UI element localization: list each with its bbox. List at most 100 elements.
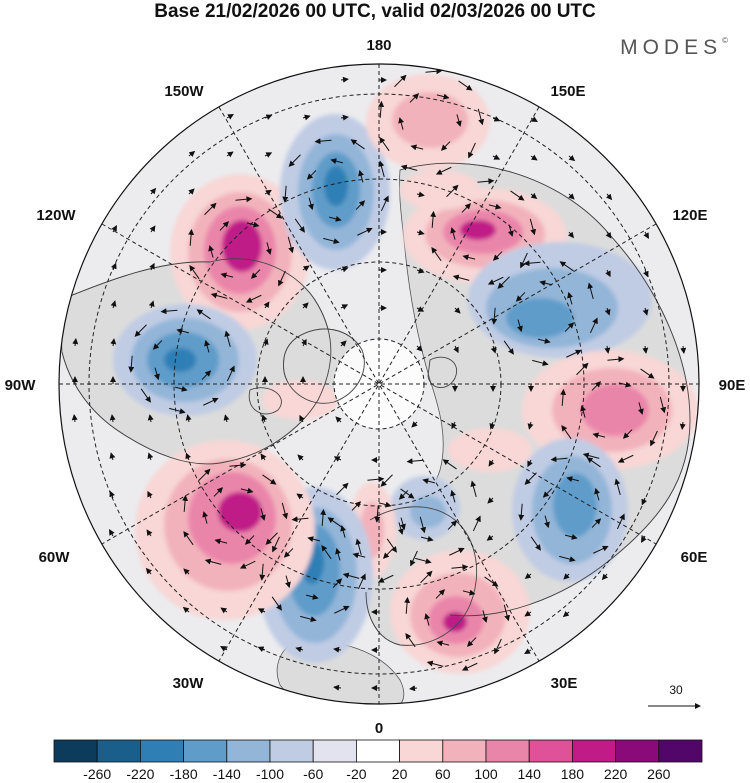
wind-vector	[259, 563, 266, 581]
wind-vector	[561, 424, 572, 440]
wind-vector	[617, 454, 634, 463]
wind-vector	[515, 292, 526, 302]
wind-vector	[271, 596, 282, 611]
wind-vector	[442, 459, 457, 470]
label-150w: 150W	[164, 83, 204, 100]
wind-vector	[481, 610, 488, 623]
wind-vector	[532, 359, 549, 367]
wind-vector	[517, 319, 523, 333]
wind-vector	[109, 452, 116, 461]
brand-logo: MODES©	[620, 36, 728, 60]
wind-vector	[189, 264, 200, 280]
colorbar-swatch	[96, 739, 141, 763]
wind-vector	[198, 468, 211, 482]
wind-vector	[323, 237, 340, 245]
wind-vector	[294, 218, 305, 233]
label-30w: 30W	[173, 675, 205, 692]
wind-vector	[307, 536, 321, 543]
wind-vector	[461, 203, 472, 213]
wind-vector	[494, 638, 502, 655]
wind-vector	[659, 396, 667, 414]
wind-vector	[220, 646, 228, 652]
wind-vector	[301, 338, 307, 347]
wind-vector	[250, 269, 261, 279]
wind-vector	[332, 578, 343, 588]
wind-vector	[416, 229, 425, 236]
wind-vector	[374, 505, 381, 523]
colorbar-tick-label: 220	[604, 766, 628, 782]
wind-vector	[451, 564, 469, 571]
wind-vector	[196, 309, 211, 320]
wind-vector	[567, 231, 574, 239]
wind-vector	[257, 608, 266, 614]
wind-vector	[642, 345, 649, 354]
coastline-layer	[59, 162, 691, 646]
colorbar-tick-label: 180	[561, 766, 585, 782]
wind-vector	[568, 154, 576, 162]
wind-vector	[334, 605, 350, 614]
label-120e: 120E	[672, 207, 707, 224]
wind-vector	[537, 337, 551, 344]
wind-vector	[352, 552, 366, 559]
colorbar-tick-label: -100	[256, 766, 284, 782]
wind-vector	[355, 538, 362, 556]
wind-vector	[314, 138, 332, 145]
wind-vector	[333, 456, 342, 462]
wind-vector	[637, 402, 644, 415]
wind-vector	[405, 632, 416, 648]
wind-vector	[449, 547, 465, 556]
wind-vector	[379, 136, 390, 152]
wind-vector	[244, 535, 255, 545]
wind-vector	[394, 74, 407, 88]
wind-vector	[208, 245, 215, 258]
wind-vector	[559, 555, 576, 563]
wind-vector	[550, 456, 568, 463]
wind-vector	[174, 385, 188, 392]
wind-vector	[263, 301, 270, 309]
wind-vector	[593, 545, 609, 554]
wind-vector	[616, 513, 625, 530]
wind-vector	[188, 228, 195, 246]
wind-vector	[378, 501, 392, 508]
wind-vector	[419, 516, 427, 534]
wind-vector	[455, 114, 462, 127]
wind-vector	[281, 502, 289, 520]
north-america-coast	[59, 258, 332, 465]
wind-vector	[235, 196, 253, 203]
wind-vector	[523, 260, 541, 267]
wind-vector	[400, 517, 406, 531]
wind-vector	[340, 76, 349, 83]
wind-vector	[398, 117, 405, 130]
wind-vector	[527, 459, 533, 468]
wind-vector	[220, 607, 228, 614]
wind-vector	[640, 368, 655, 379]
colorbar-tick-label: -260	[83, 766, 111, 782]
wind-vector	[302, 114, 311, 121]
negative-170w-core	[324, 166, 348, 206]
wind-vector	[278, 270, 286, 287]
wind-vector	[527, 421, 534, 430]
anomaly-layer	[113, 74, 698, 674]
wind-vector	[297, 454, 304, 461]
wind-vector	[503, 604, 511, 622]
wind-vector	[333, 684, 342, 691]
wind-vector	[576, 362, 589, 376]
wind-vector	[416, 306, 425, 312]
colorbar-tick-label: 60	[435, 766, 451, 782]
wind-vector	[461, 662, 478, 671]
wind-vector	[530, 116, 538, 122]
wind-vector	[559, 261, 574, 272]
wind-vector	[397, 522, 404, 535]
wind-vector	[335, 547, 341, 561]
wind-vector	[503, 340, 514, 355]
wind-vector	[154, 367, 160, 381]
eurasia-coast	[399, 162, 691, 617]
wind-vector	[416, 345, 423, 352]
wind-vector	[416, 267, 425, 274]
wind-vector	[183, 568, 190, 575]
wind-vector	[544, 515, 550, 529]
wind-vector	[240, 487, 254, 494]
wind-vector	[265, 532, 278, 545]
wind-vector	[680, 345, 687, 354]
